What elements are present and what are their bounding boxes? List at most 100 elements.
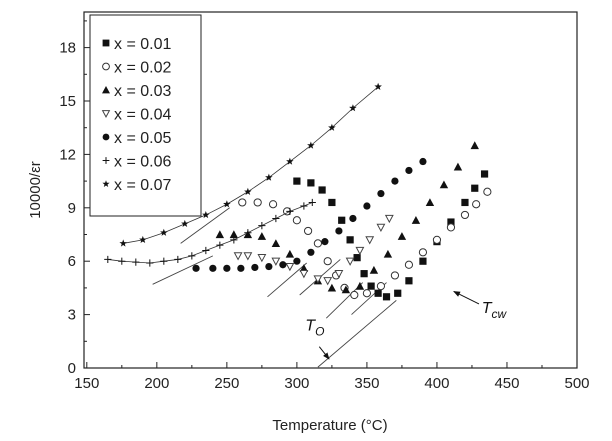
series-001 (293, 170, 489, 301)
data-point (397, 232, 407, 240)
fit-line (267, 262, 307, 298)
data-point (299, 264, 309, 272)
data-point (480, 170, 489, 178)
data-point (104, 255, 112, 264)
data-point (349, 214, 357, 223)
data-point (243, 252, 253, 261)
data-point (271, 257, 281, 266)
data-point (318, 186, 326, 194)
data-point (237, 264, 245, 272)
data-point (349, 104, 357, 112)
data-point (202, 246, 210, 255)
annotation-label: Tcw (482, 300, 508, 321)
series-004 (233, 214, 394, 286)
series-003 (215, 141, 479, 294)
fit-line (152, 255, 214, 285)
data-point (223, 200, 231, 208)
series-005 (192, 157, 427, 272)
data-point (292, 216, 301, 225)
data-point (209, 264, 217, 272)
data-point (230, 236, 238, 244)
data-point (355, 281, 365, 290)
data-point (446, 223, 456, 232)
data-point (418, 248, 428, 257)
data-point (470, 141, 479, 150)
y-tick-label: 3 (68, 307, 76, 324)
series-006 (104, 198, 316, 267)
data-point (404, 260, 414, 269)
legend-marker (101, 110, 111, 118)
data-point (202, 211, 210, 219)
data-point (139, 235, 147, 243)
data-point (328, 198, 336, 207)
data-point (384, 214, 394, 224)
fit-line (180, 207, 230, 244)
y-axis-label: 10000/εr (27, 161, 44, 219)
data-point (350, 290, 359, 300)
data-point (327, 283, 337, 292)
data-point (376, 282, 386, 291)
legend-label: x = 0.03 (114, 83, 171, 100)
data-point (307, 248, 315, 256)
data-point (251, 263, 259, 272)
data-point (383, 249, 393, 258)
data-point (419, 157, 427, 166)
legend-marker (102, 157, 110, 164)
data-point (257, 254, 267, 263)
data-point (472, 200, 481, 209)
y-tick-label: 18 (59, 40, 76, 57)
data-point (453, 162, 463, 171)
data-point (341, 285, 351, 294)
legend-marker (102, 133, 110, 141)
legend: x = 0.01 x = 0.02 x = 0.03 x = 0.04 x = 0.05… (89, 14, 202, 217)
data-point (432, 235, 442, 244)
data-point (118, 257, 126, 265)
data-point (367, 282, 375, 290)
data-point (328, 123, 336, 131)
x-tick-label: 400 (424, 375, 449, 392)
data-point (303, 226, 313, 236)
legend-label: x = 0.04 (114, 107, 171, 124)
data-point (268, 200, 278, 209)
data-point (447, 218, 455, 226)
data-point (345, 257, 355, 266)
legend-box (89, 14, 202, 217)
data-point (215, 230, 225, 239)
data-point (321, 238, 329, 246)
data-point (265, 262, 273, 271)
x-tick-label: 450 (494, 375, 519, 392)
data-point (313, 275, 323, 284)
y-tick-label: 6 (68, 253, 76, 270)
data-point (362, 289, 372, 298)
data-point (353, 254, 361, 262)
data-point (323, 257, 332, 266)
data-point (244, 187, 252, 195)
data-point (146, 259, 154, 267)
data-point (174, 255, 182, 264)
data-point (390, 271, 400, 280)
data-point (279, 261, 287, 269)
data-point (285, 249, 295, 258)
data-point (335, 227, 343, 235)
data-point (286, 207, 294, 215)
data-point (307, 179, 315, 187)
data-point (382, 293, 391, 301)
data-point (253, 198, 262, 207)
data-point (286, 157, 294, 165)
data-point (229, 230, 239, 239)
data-point (369, 265, 379, 274)
x-tick-label: 150 (74, 375, 99, 392)
series-007 (119, 82, 382, 247)
legend-label: x = 0.06 (114, 154, 171, 171)
data-point (374, 82, 382, 90)
y-tick-label: 9 (68, 200, 76, 217)
data-point (258, 222, 266, 230)
data-point (377, 189, 385, 198)
data-point (323, 277, 333, 286)
x-axis-label: Temperature (°C) (272, 417, 387, 434)
data-point (461, 198, 469, 207)
data-point (223, 264, 231, 272)
data-point (233, 252, 243, 261)
data-point (285, 262, 295, 272)
x-tick-label: 300 (284, 375, 309, 392)
